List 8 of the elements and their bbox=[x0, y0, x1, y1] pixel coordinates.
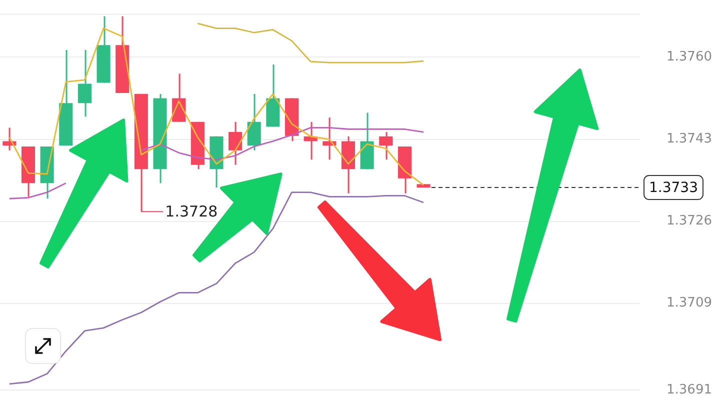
y-tick-label: 1.3743 bbox=[666, 132, 712, 147]
y-tick-label: 1.3691 bbox=[666, 382, 712, 398]
y-tick-label: 1.3760 bbox=[666, 50, 712, 65]
candlestick bbox=[416, 183, 430, 188]
y-tick-label: 1.3709 bbox=[666, 296, 712, 311]
y-tick-label: 1.3726 bbox=[666, 214, 712, 229]
annotation: 1.3728 bbox=[165, 202, 218, 221]
ref-line-label: 1.3733 bbox=[649, 180, 698, 196]
